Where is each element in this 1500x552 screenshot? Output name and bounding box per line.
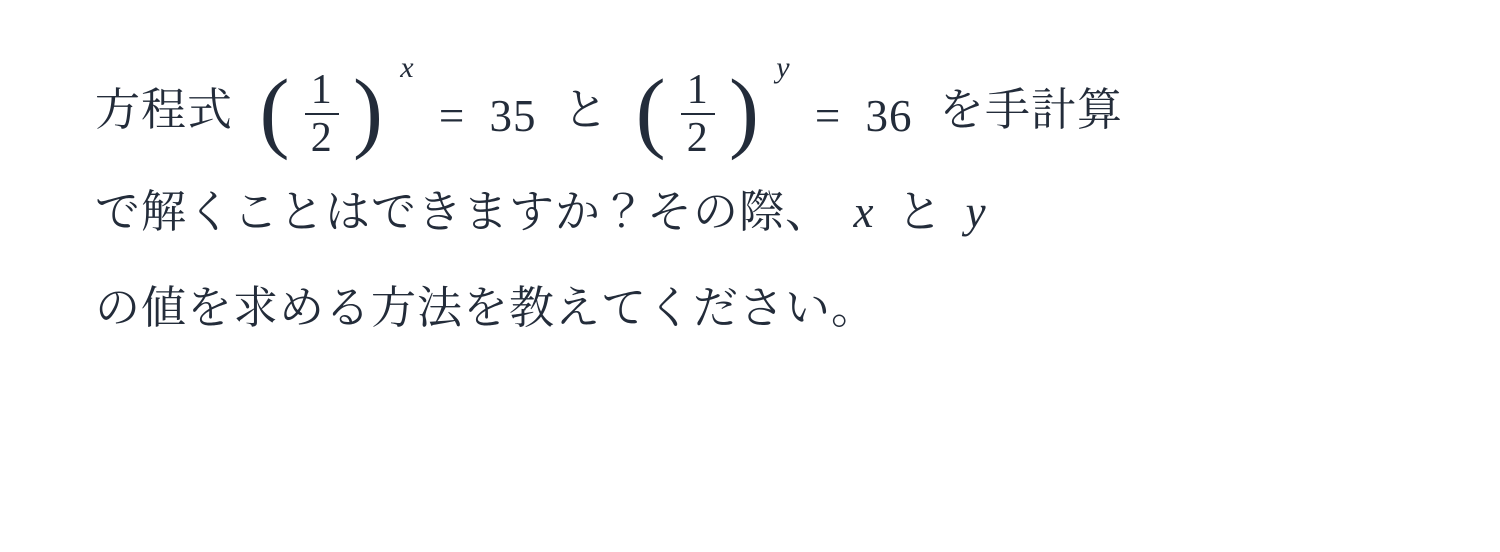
equals-sign: = bbox=[815, 70, 841, 162]
exponent-x: x bbox=[400, 37, 414, 99]
rhs-36: 36 bbox=[866, 70, 913, 162]
fraction-denominator: 2 bbox=[305, 115, 339, 159]
exponent-y: y bbox=[776, 37, 790, 99]
right-paren-icon: ) bbox=[729, 67, 760, 157]
between-text: と bbox=[563, 73, 609, 138]
fraction-denominator: 2 bbox=[681, 115, 715, 159]
paren-group-2: ( 1 2 ) bbox=[636, 71, 760, 161]
left-paren-icon: ( bbox=[636, 67, 667, 157]
fraction-1-over-2: 1 2 bbox=[305, 69, 339, 159]
line2-between-xy: と bbox=[897, 175, 943, 240]
equals-sign: = bbox=[439, 70, 465, 162]
variable-y: y bbox=[966, 166, 987, 258]
rhs-35: 35 bbox=[489, 70, 536, 162]
equation-1: ( 1 2 ) x = 35 bbox=[260, 65, 537, 162]
fraction-1-over-2: 1 2 bbox=[681, 69, 715, 159]
fraction-numerator: 1 bbox=[305, 69, 339, 115]
line3-text: の値を求める方法を教えてください。 bbox=[95, 271, 877, 336]
variable-x: x bbox=[854, 166, 875, 258]
math-question-block: 方程式 ( 1 2 ) x = 35 と ( 1 2 ) y = 36 を手計算… bbox=[0, 0, 1500, 410]
right-paren-icon: ) bbox=[353, 67, 384, 157]
line2-text-a: で解くことはできますか？その際、 bbox=[95, 175, 831, 240]
after-eq-text: を手計算 bbox=[939, 73, 1123, 138]
equation-2: ( 1 2 ) y = 36 bbox=[636, 65, 913, 162]
paren-group-1: ( 1 2 ) bbox=[260, 71, 384, 161]
fraction-numerator: 1 bbox=[681, 69, 715, 115]
left-paren-icon: ( bbox=[260, 67, 291, 157]
lead-text: 方程式 bbox=[95, 73, 233, 138]
